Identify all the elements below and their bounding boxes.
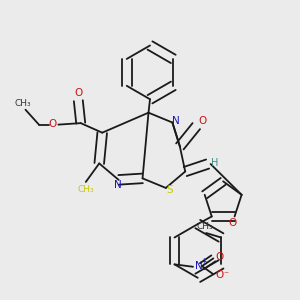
Text: N: N [114,180,122,190]
Text: H: H [211,158,218,167]
Text: S: S [166,185,173,195]
Text: +: + [200,257,207,266]
Text: O: O [215,270,224,280]
Text: O: O [215,252,224,262]
Text: O: O [228,218,236,228]
Text: CH₃: CH₃ [196,222,213,231]
Text: ⁻: ⁻ [223,270,228,280]
Text: N: N [172,116,180,126]
Text: CH₃: CH₃ [77,185,94,194]
Text: CH₃: CH₃ [14,99,31,108]
Text: O: O [74,88,82,98]
Text: O: O [199,116,207,126]
Text: O: O [48,119,56,129]
Text: N: N [194,261,202,271]
